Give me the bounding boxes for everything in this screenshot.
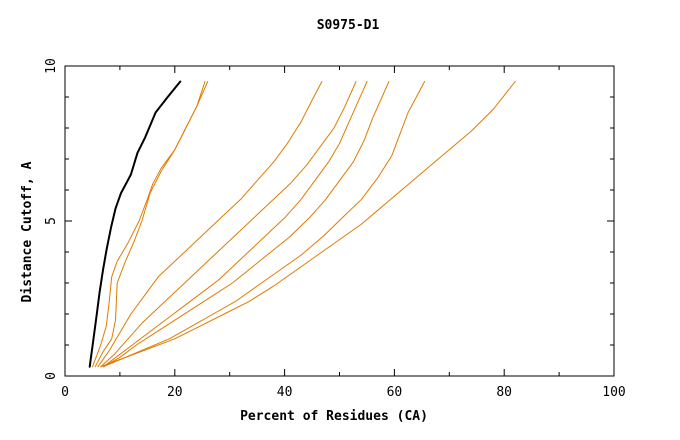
y-axis-label: Distance Cutoff, A: [20, 161, 35, 302]
x-axis-label: Percent of Residues (CA): [240, 409, 428, 424]
y-tick-label: 5: [44, 217, 59, 225]
series-line-model-9: [100, 81, 516, 368]
axis-ticks: 0 20 40 60 80 100 0 5 10: [44, 58, 626, 400]
chart-title: S0975-D1: [317, 18, 380, 33]
series-line-model-7: [102, 81, 390, 368]
x-tick-label: 20: [167, 385, 183, 400]
x-tick-label: 0: [61, 385, 69, 400]
series-line-model-6: [102, 81, 368, 368]
series-layer: [88, 80, 516, 368]
x-tick-label: 60: [387, 385, 403, 400]
y-tick-label: 10: [44, 58, 59, 74]
series-line-model-8: [102, 81, 426, 368]
series-line-model-1: [88, 80, 182, 368]
y-tick-label: 0: [44, 372, 59, 380]
series-line-model-5: [100, 81, 357, 368]
x-tick-label: 40: [277, 385, 293, 400]
series-line-model-3: [94, 81, 206, 368]
x-tick-label: 100: [602, 385, 625, 400]
series-line-model-4: [97, 81, 323, 368]
x-tick-label: 80: [496, 385, 512, 400]
